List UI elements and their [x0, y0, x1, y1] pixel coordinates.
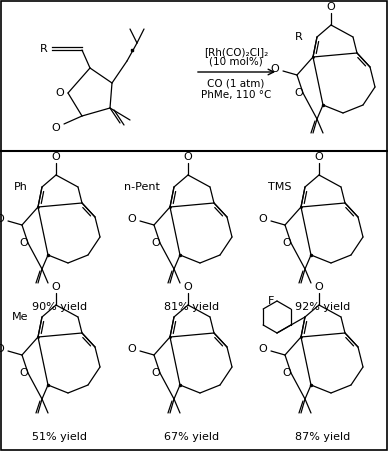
Text: O: O — [20, 368, 28, 378]
Text: O: O — [294, 88, 303, 98]
Text: O: O — [327, 2, 335, 12]
Text: O: O — [55, 88, 64, 98]
Text: 90% yield: 90% yield — [33, 302, 88, 312]
Text: O: O — [52, 152, 61, 162]
Text: 81% yield: 81% yield — [165, 302, 220, 312]
Text: O: O — [315, 152, 323, 162]
Text: TMS: TMS — [267, 182, 291, 192]
Text: O: O — [0, 214, 4, 224]
Text: O: O — [184, 152, 192, 162]
Text: O: O — [315, 282, 323, 292]
Text: F: F — [268, 296, 274, 306]
Text: [Rh(CO)₂Cl]₂: [Rh(CO)₂Cl]₂ — [204, 47, 268, 57]
Text: O: O — [52, 282, 61, 292]
Text: R: R — [40, 44, 48, 54]
Text: Me: Me — [12, 312, 28, 322]
Text: PhMe, 110 °C: PhMe, 110 °C — [201, 90, 271, 100]
Text: O: O — [282, 368, 291, 378]
Text: 51% yield: 51% yield — [33, 432, 88, 442]
Text: Ph: Ph — [14, 182, 28, 192]
Text: O: O — [20, 238, 28, 248]
Text: O: O — [52, 123, 61, 133]
Text: O: O — [152, 368, 160, 378]
Text: CO (1 atm): CO (1 atm) — [207, 79, 265, 89]
Text: O: O — [282, 238, 291, 248]
Text: 67% yield: 67% yield — [165, 432, 220, 442]
Text: O: O — [0, 344, 4, 354]
Text: R: R — [295, 32, 303, 42]
Text: n-Pent: n-Pent — [124, 182, 160, 192]
Text: O: O — [259, 344, 267, 354]
Text: O: O — [128, 344, 136, 354]
Text: 87% yield: 87% yield — [295, 432, 351, 442]
Text: O: O — [259, 214, 267, 224]
Text: O: O — [128, 214, 136, 224]
Text: (10 mol%): (10 mol%) — [209, 57, 263, 67]
Text: O: O — [152, 238, 160, 248]
Text: O: O — [184, 282, 192, 292]
Text: 92% yield: 92% yield — [295, 302, 351, 312]
Text: O: O — [270, 64, 279, 74]
